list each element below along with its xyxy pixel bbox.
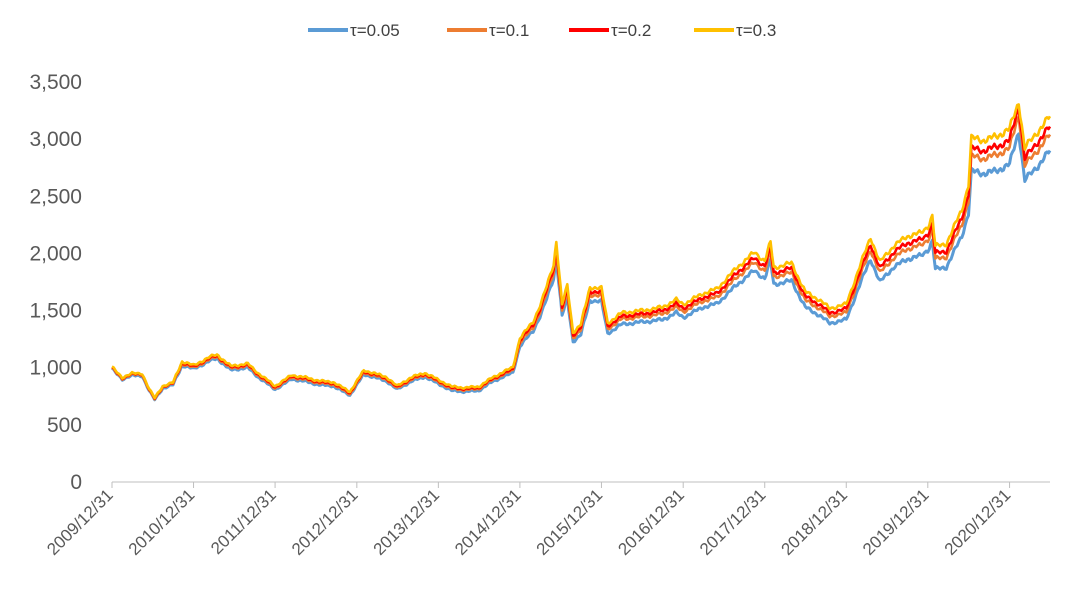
y-axis: 0 500 1,000 1,500 2,000 2,500 3,000 3,500 — [29, 71, 82, 494]
legend-label: τ=0.1 — [489, 21, 529, 40]
x-tick-label: 2015/12/31 — [533, 485, 607, 559]
y-tick-label: 3,000 — [29, 128, 82, 151]
x-tick-label: 2010/12/31 — [125, 485, 199, 559]
x-tick-label: 2011/12/31 — [207, 485, 280, 558]
x-tick-label: 2018/12/31 — [777, 485, 851, 559]
y-tick-label: 3,500 — [29, 71, 82, 94]
y-tick-label: 1,000 — [29, 357, 82, 380]
x-tick-label: 2009/12/31 — [43, 485, 117, 559]
legend-label: τ=0.2 — [611, 21, 651, 40]
series-line-3 — [111, 107, 1052, 400]
legend-item-2: τ=0.1 — [447, 21, 529, 40]
y-tick-label: 500 — [47, 414, 82, 437]
legend: τ=0.05 τ=0.1 τ=0.2 τ=0.3 — [308, 21, 776, 40]
x-tick-label: 2019/12/31 — [859, 485, 933, 559]
legend-label: τ=0.05 — [350, 21, 400, 40]
y-tick-label: 2,000 — [29, 242, 82, 265]
x-tick-label: 2014/12/31 — [451, 485, 525, 559]
x-tick-label: 2020/12/31 — [941, 485, 1015, 559]
y-tick-label: 0 — [70, 471, 82, 494]
y-tick-label: 1,500 — [29, 300, 82, 323]
y-tick-label: 2,500 — [29, 185, 82, 208]
series-line-1 — [111, 132, 1052, 402]
plot-area — [111, 103, 1052, 402]
x-axis: 2009/12/31 2010/12/31 2011/12/31 2012/12/31… — [43, 481, 1050, 559]
x-tick-label: 2016/12/31 — [614, 485, 688, 559]
series-line-4 — [111, 103, 1052, 400]
legend-item-1: τ=0.05 — [308, 21, 400, 40]
x-tick-label: 2013/12/31 — [370, 485, 444, 559]
x-tick-label: 2017/12/31 — [696, 485, 770, 559]
legend-label: τ=0.3 — [736, 21, 776, 40]
x-tick-label: 2012/12/31 — [288, 485, 362, 559]
legend-item-3: τ=0.2 — [569, 21, 651, 40]
legend-item-4: τ=0.3 — [694, 21, 776, 40]
